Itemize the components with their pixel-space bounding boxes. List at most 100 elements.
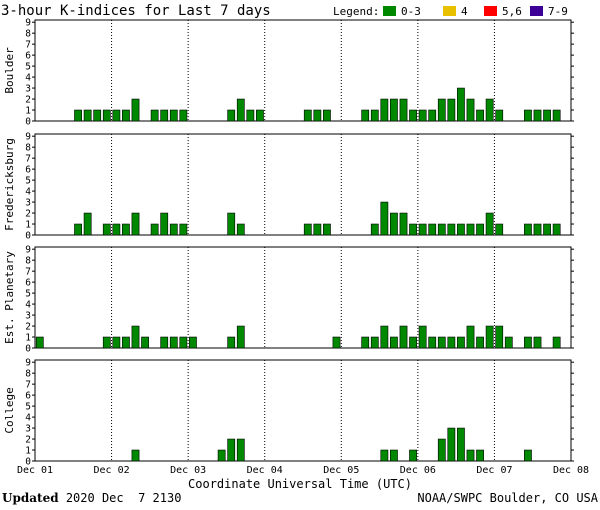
updated-label: Updated [2, 491, 59, 505]
y-tick-label: 7 [25, 267, 31, 278]
y-tick-label: 0 [25, 457, 31, 468]
legend: Legend: 0-3 4 5,6 7-9 [333, 5, 568, 18]
k-index-bar [112, 223, 121, 236]
k-index-bar [476, 449, 484, 462]
y-tick-label: 1 [25, 446, 31, 457]
x-tick-label: Dec 04 [247, 465, 283, 476]
y-tick-label: 2 [25, 209, 31, 220]
k-index-bar [131, 325, 140, 349]
y-tick-label: 4 [25, 73, 31, 84]
k-index-bar [466, 449, 475, 462]
panel-label: Est. Planetary [3, 251, 16, 344]
y-tick-label: 4 [25, 187, 31, 198]
k-index-bar [428, 109, 437, 122]
k-index-bar [150, 109, 159, 122]
k-index-bar [380, 98, 389, 122]
panel-label: College [3, 387, 16, 433]
y-tick-label: 1 [25, 220, 31, 231]
y-tick-label: 4 [25, 300, 31, 311]
k-index-bar [418, 109, 427, 122]
k-index-bar [35, 336, 44, 349]
y-tick-label: 5 [25, 176, 31, 187]
k-index-bar [380, 325, 389, 349]
k-index-bar [390, 98, 398, 122]
k-index-bar [495, 325, 504, 349]
k-index-bar [370, 109, 379, 122]
y-tick-label: 3 [25, 311, 31, 322]
k-index-bar [122, 223, 130, 236]
y-tick-label: 3 [25, 198, 31, 209]
k-index-bar [485, 212, 494, 236]
k-index-bar [390, 336, 398, 349]
x-tick-label: Dec 03 [170, 465, 206, 476]
k-index-bar [313, 223, 322, 236]
k-index-bar [533, 223, 542, 236]
y-tick-label: 8 [25, 256, 31, 267]
k-index-bar [122, 336, 130, 349]
legend-swatch [443, 6, 456, 16]
k-index-bar [437, 98, 446, 122]
k-index-bar [418, 325, 427, 349]
k-index-bar [447, 427, 456, 462]
panel-frame [34, 359, 572, 462]
y-tick-label: 9 [25, 132, 31, 143]
y-tick-label: 5 [25, 289, 31, 300]
k-index-bar [552, 223, 561, 236]
y-tick-label: 9 [25, 18, 31, 29]
panel-frame [34, 19, 572, 122]
k-index-bar [370, 336, 379, 349]
y-tick-label: 7 [25, 154, 31, 165]
k-index-bar [169, 336, 178, 349]
k-index-bar [361, 336, 370, 349]
updated-line: Updated 2020 Dec 7 2130 [2, 491, 181, 505]
k-index-bar [236, 325, 245, 349]
k-index-bar [428, 336, 437, 349]
k-index-bar [217, 449, 226, 462]
k-index-bar [74, 223, 82, 236]
k-index-bar [131, 449, 140, 462]
k-index-bar [524, 336, 532, 349]
y-tick-label: 5 [25, 402, 31, 413]
k-index-bar [495, 223, 504, 236]
y-tick-label: 8 [25, 29, 31, 40]
k-index-bar [122, 109, 130, 122]
k-index-bar [552, 336, 561, 349]
k-index-bar [303, 109, 312, 122]
k-index-bar [418, 223, 427, 236]
k-index-bar [112, 336, 121, 349]
k-index-bar [457, 427, 465, 462]
k-index-bar [179, 223, 188, 236]
k-index-bar [74, 109, 82, 122]
k-index-bar [160, 212, 169, 236]
k-index-bar [457, 223, 465, 236]
k-index-bar [504, 336, 513, 349]
x-tick-label: Dec 02 [94, 465, 130, 476]
credit-text: NOAA/SWPC Boulder, CO USA [417, 491, 598, 505]
y-tick-label: 2 [25, 95, 31, 106]
k-index-bar [380, 201, 389, 236]
k-index-bar [552, 109, 561, 122]
k-index-bar [189, 336, 197, 349]
k-index-bar [236, 98, 245, 122]
y-tick-label: 7 [25, 40, 31, 51]
x-tick-label: Dec 08 [553, 465, 589, 476]
y-tick-label: 7 [25, 380, 31, 391]
k-index-bar [102, 336, 111, 349]
k-index-bar [524, 449, 532, 462]
y-tick-label: 1 [25, 106, 31, 117]
legend-swatch [484, 6, 497, 16]
k-index-bar [485, 98, 494, 122]
k-index-bar [102, 223, 111, 236]
x-tick-label: Dec 05 [323, 465, 359, 476]
k-index-bar [323, 223, 331, 236]
y-tick-label: 8 [25, 369, 31, 380]
k-index-bar [227, 212, 236, 236]
y-tick-label: 2 [25, 435, 31, 446]
k-index-bar [476, 109, 484, 122]
k-index-bar [447, 223, 456, 236]
y-tick-label: 2 [25, 322, 31, 333]
